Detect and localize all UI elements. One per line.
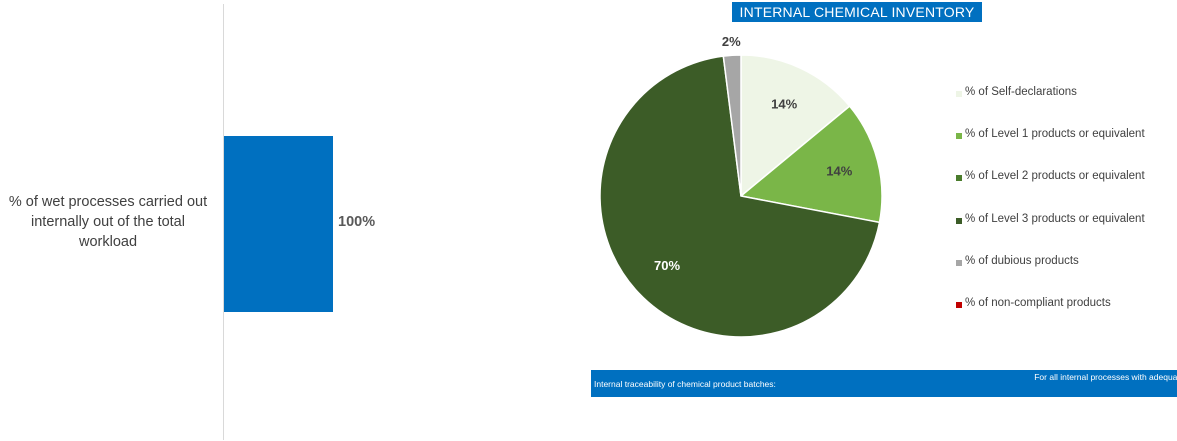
pie-chart-title: INTERNAL CHEMICAL INVENTORY — [732, 2, 982, 22]
pie-slice-of-dubious-products — [722, 54, 742, 197]
legend-swatch — [956, 133, 962, 140]
pie-chart: 14% 14% 70% 2% — [599, 34, 883, 338]
legend-swatch — [956, 175, 962, 182]
legend-label: % of Level 2 products or equivalent — [965, 170, 1145, 183]
pie-data-label-of-self-declarations: 14% — [771, 97, 797, 112]
legend-swatch — [956, 91, 962, 97]
legend-label: % of Level 3 products or equivalent — [965, 212, 1145, 225]
bar-category-label: % of wet processes carried out internall… — [8, 194, 208, 250]
legend-item-level-3: % of Level 3 products or equivalent — [956, 212, 1177, 254]
bar-wet-processes — [224, 136, 333, 312]
legend-swatch — [956, 301, 962, 308]
category-axis-line — [223, 4, 224, 440]
pie-slice-of-level-3-products-or-equivalent — [599, 55, 881, 338]
legend-label: % of Level 1 products or equivalent — [965, 128, 1145, 141]
legend-swatch — [956, 217, 962, 224]
pie-legend: % of Self-declarations % of Level 1 prod… — [956, 85, 1177, 338]
pie-chart-panel: INTERNAL CHEMICAL INVENTORY 14% 14% 70% 2% … — [560, 0, 1177, 441]
pie-slice-of-self-declarations — [740, 54, 851, 198]
traceability-bar: Internal traceability of chemical produc… — [591, 370, 1177, 397]
pie-data-label-of-level-3-products-or-equivalent: 70% — [654, 258, 680, 273]
bar-chart: % of wet processes carried out internall… — [0, 0, 560, 441]
pie-slice-of-level-1-products-or-equivalent — [739, 105, 883, 224]
legend-item-self-declarations: % of Self-declarations — [956, 85, 1177, 127]
legend-label: % of Self-declarations — [965, 86, 1077, 98]
traceability-label: Internal traceability of chemical produc… — [594, 379, 776, 389]
bar-data-label: 100% — [338, 214, 376, 230]
traceability-value: For all internal processes with adequate… — [1034, 372, 1177, 382]
legend-item-non-compliant: % of non-compliant products — [956, 296, 1177, 338]
pie-data-label-of-level-1-products-or-equivalent: 14% — [826, 163, 852, 178]
legend-swatch — [956, 259, 962, 266]
legend-item-level-1: % of Level 1 products or equivalent — [956, 127, 1177, 169]
legend-label: % of non-compliant products — [965, 296, 1111, 309]
pie-data-label-of-dubious-products: 2% — [722, 34, 741, 49]
legend-item-level-2: % of Level 2 products or equivalent — [956, 169, 1177, 211]
legend-label: % of dubious products — [965, 254, 1079, 267]
legend-item-dubious: % of dubious products — [956, 254, 1177, 296]
